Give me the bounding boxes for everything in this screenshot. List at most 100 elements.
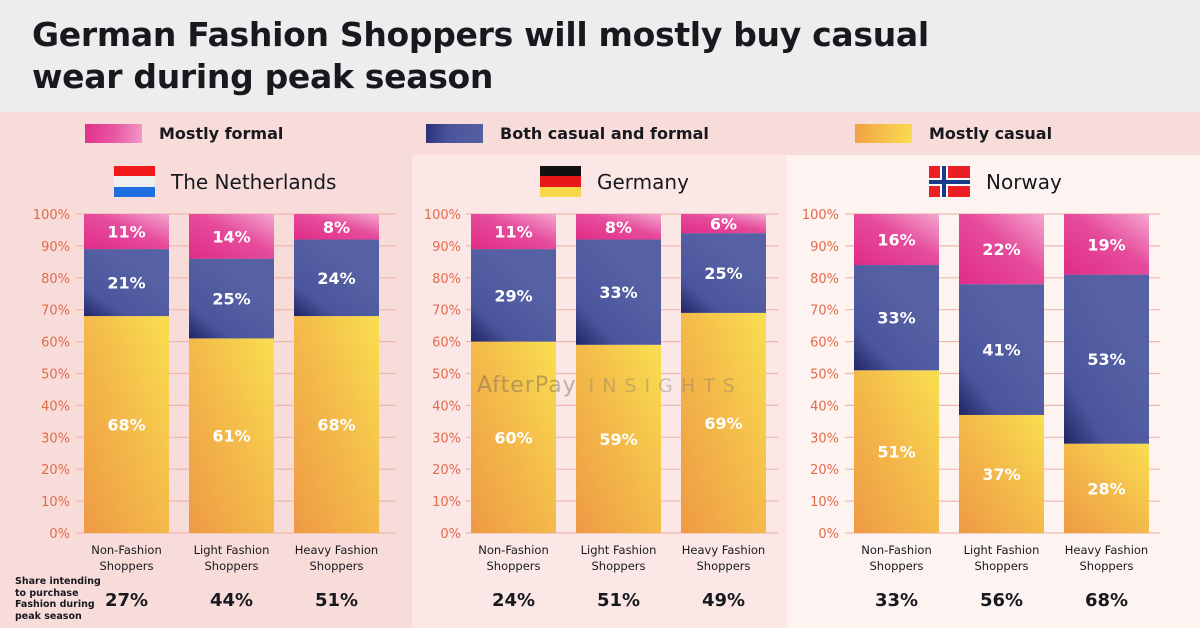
y-tick-label: 10% <box>41 495 70 510</box>
share-intending-value: 68% <box>1085 590 1128 611</box>
country-header-norway: Norway <box>929 165 1062 198</box>
bar-segment-mostly-formal <box>576 214 661 240</box>
bar-segment-mostly-casual <box>576 344 661 533</box>
x-category-label: Shoppers <box>696 559 750 573</box>
y-tick-label: 80% <box>810 272 839 287</box>
bar-segment-mostly-formal <box>471 214 556 250</box>
share-intending-value: 49% <box>702 590 745 611</box>
bar-value-label: 16% <box>877 231 915 250</box>
y-tick-label: 90% <box>810 240 839 255</box>
bar-segment-both-casual-and-formal <box>681 233 766 313</box>
bar-value-label: 14% <box>212 227 250 246</box>
bar-segment-mostly-casual <box>1064 443 1149 533</box>
y-tick-label: 70% <box>810 304 839 319</box>
bar-value-label: 59% <box>599 430 637 449</box>
x-category-label: Light Fashion <box>194 543 270 557</box>
share-row-title: Share intending to purchase Fashion duri… <box>15 576 101 622</box>
bar-segment-both-casual-and-formal <box>959 284 1044 415</box>
legend-item-mostly-formal: Mostly formal <box>85 122 283 144</box>
bar-value-label: 8% <box>323 218 350 237</box>
share-intending-value: 51% <box>597 590 640 611</box>
y-tick-label: 90% <box>41 240 70 255</box>
bar-value-label: 19% <box>1087 235 1125 254</box>
bar-segment-both-casual-and-formal <box>854 265 939 371</box>
y-tick-label: 50% <box>432 368 461 383</box>
y-tick-label: 0% <box>818 527 839 542</box>
bar-value-label: 51% <box>877 443 915 462</box>
netherlands-flag-icon <box>114 166 155 197</box>
legend-item-mostly-casual: Mostly casual <box>855 122 1052 144</box>
watermark-suffix: INSIGHTS <box>588 375 743 397</box>
y-tick-label: 80% <box>41 272 70 287</box>
y-tick-label: 100% <box>33 208 70 223</box>
bar-segment-mostly-casual <box>471 341 556 533</box>
bar-segment-both-casual-and-formal <box>189 258 274 339</box>
bar-value-label: 60% <box>494 428 532 447</box>
bar-segment-mostly-formal <box>1064 214 1149 275</box>
x-category-label: Heavy Fashion <box>295 543 378 557</box>
x-category-label: Shoppers <box>309 559 363 573</box>
bar-value-label: 21% <box>107 274 145 293</box>
share-intending-value: 27% <box>105 590 148 611</box>
y-tick-label: 90% <box>432 240 461 255</box>
x-category-label: Shoppers <box>869 559 923 573</box>
x-category-label: Shoppers <box>591 559 645 573</box>
y-tick-label: 100% <box>802 208 839 223</box>
y-tick-label: 70% <box>41 304 70 319</box>
y-tick-label: 60% <box>432 336 461 351</box>
x-category-label: Light Fashion <box>581 543 657 557</box>
x-category-label: Non-Fashion <box>861 543 931 557</box>
bar-value-label: 25% <box>212 290 250 309</box>
bar-segment-mostly-formal <box>294 214 379 240</box>
bar-segment-mostly-casual <box>959 414 1044 533</box>
x-category-label: Shoppers <box>1079 559 1133 573</box>
y-tick-label: 0% <box>440 527 461 542</box>
legend-swatch-formal <box>85 123 142 143</box>
y-tick-label: 0% <box>49 527 70 542</box>
country-name: The Netherlands <box>171 169 337 194</box>
bar-value-label: 11% <box>107 223 145 242</box>
x-category-label: Light Fashion <box>964 543 1040 557</box>
y-tick-label: 10% <box>432 495 461 510</box>
country-name: Norway <box>986 169 1062 194</box>
chart-panel-the-netherlands: 0% 10% 20% 30% 40% 50% 60% 70% 80% 90% 100% 68% 21% 1… <box>33 208 396 611</box>
y-tick-label: 40% <box>810 399 839 414</box>
legend-label: Mostly formal <box>159 123 284 143</box>
bar-value-label: 41% <box>982 341 1020 360</box>
y-tick-label: 80% <box>432 272 461 287</box>
share-intending-value: 56% <box>980 590 1023 611</box>
bar-value-label: 37% <box>982 465 1020 484</box>
y-tick-label: 10% <box>810 495 839 510</box>
legend-swatch-both <box>426 123 483 143</box>
share-intending-value: 33% <box>875 590 918 611</box>
bar-value-label: 24% <box>317 269 355 288</box>
share-intending-value: 24% <box>492 590 535 611</box>
bar-value-label: 69% <box>704 414 742 433</box>
chart-panel-norway: 0% 10% 20% 30% 40% 50% 60% 70% 80% 90% 100% 51% 33% 1… <box>802 208 1160 611</box>
bar-segment-mostly-casual <box>294 316 379 533</box>
bar-value-label: 68% <box>317 416 355 435</box>
bar-segment-mostly-formal <box>681 214 766 234</box>
bar-value-label: 8% <box>605 218 632 237</box>
share-intending-value: 51% <box>315 590 358 611</box>
bar-segment-mostly-formal <box>959 214 1044 285</box>
y-tick-label: 70% <box>432 304 461 319</box>
bar-value-label: 22% <box>982 240 1020 259</box>
x-category-label: Shoppers <box>974 559 1028 573</box>
bar-segment-both-casual-and-formal <box>84 249 169 317</box>
bar-value-label: 29% <box>494 286 532 305</box>
y-tick-label: 60% <box>810 336 839 351</box>
bar-segment-mostly-formal <box>189 214 274 259</box>
bar-value-label: 33% <box>599 283 637 302</box>
bar-segment-both-casual-and-formal <box>471 249 556 342</box>
bar-value-label: 68% <box>107 416 145 435</box>
bar-segment-mostly-casual <box>84 316 169 533</box>
norway-flag-icon <box>929 166 970 197</box>
share-intending-value: 44% <box>210 590 253 611</box>
x-category-label: Heavy Fashion <box>1065 543 1148 557</box>
bar-segment-mostly-formal <box>84 214 169 250</box>
bar-segment-mostly-formal <box>854 214 939 266</box>
bar-segment-mostly-casual <box>189 338 274 533</box>
y-tick-label: 40% <box>432 399 461 414</box>
